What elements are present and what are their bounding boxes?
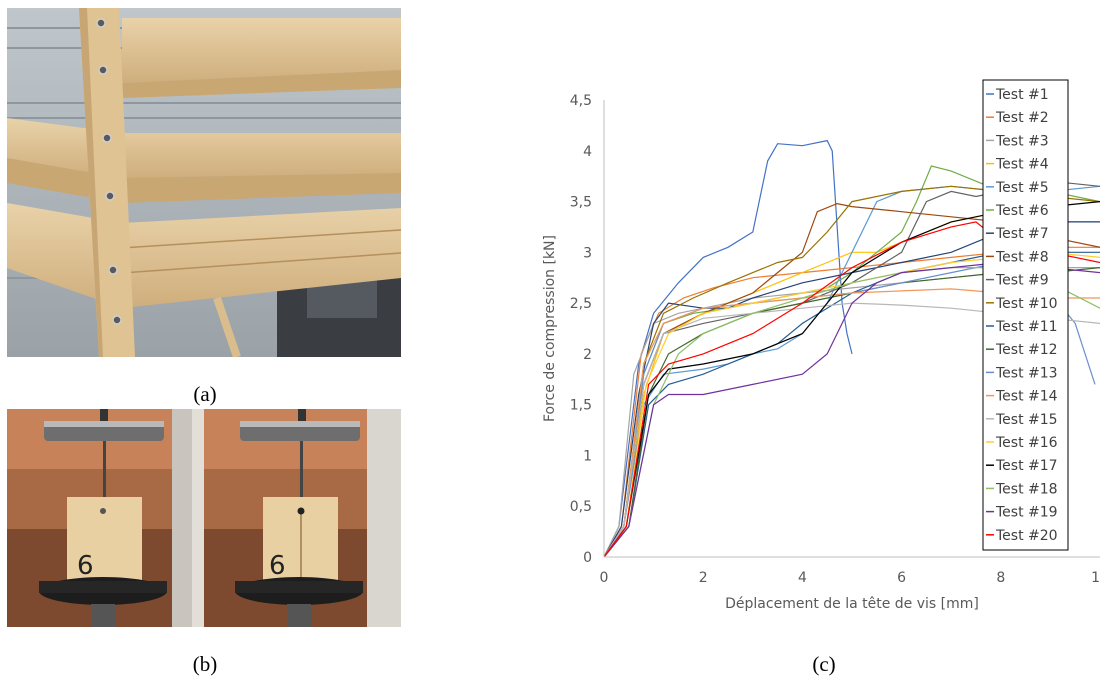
- legend-entry: Test #4: [995, 157, 1049, 173]
- x-tick-label: 2: [699, 570, 708, 586]
- force-displacement-chart: 0 0,5 1 1,5 2 2,5 3 3,5 4 4,5 0 2 4 6 8 10 Force de co…: [542, 79, 1100, 612]
- legend-entry: Test #20: [995, 528, 1058, 544]
- x-tick-label: 6: [897, 570, 906, 586]
- legend-entry: Test #16: [995, 435, 1058, 451]
- legend-box: [982, 79, 1069, 551]
- panel-label-b: (b): [192, 652, 218, 676]
- legend-entry: Test #11: [995, 319, 1058, 335]
- legend-entry: Test #5: [995, 180, 1049, 196]
- legend-entry: Test #2: [995, 110, 1049, 126]
- compression-photo-drawing: 6 6: [7, 409, 401, 627]
- x-axis-label: Déplacement de la tête de vis [mm]: [725, 596, 979, 612]
- y-tick-label: 4: [583, 144, 592, 160]
- y-tick-label: 1: [583, 448, 592, 464]
- series-line-10: [603, 185, 1100, 558]
- chart-legend: Test #1 Test #2 Test #3 Test #4 Test #5 Test …: [982, 79, 1069, 551]
- legend-entry: Test #12: [995, 342, 1058, 358]
- y-tick-label: 2,5: [570, 296, 592, 312]
- legend-entry: Test #3: [995, 133, 1049, 149]
- legend-entry: Test #1: [995, 87, 1049, 103]
- panel-label-c: (c): [812, 652, 836, 676]
- legend-entry: Test #17: [995, 458, 1058, 474]
- legend-entry: Test #14: [995, 389, 1058, 405]
- y-tick-label: 3,5: [570, 195, 592, 211]
- y-tick-label: 3: [583, 245, 592, 261]
- x-tick-label: 10: [1091, 570, 1100, 586]
- y-tick-label: 2: [583, 347, 592, 363]
- legend-entry: Test #8: [995, 249, 1049, 265]
- photo-shelf-structure: [7, 8, 401, 357]
- y-tick-label: 0,5: [570, 499, 592, 515]
- y-axis-label: Force de compression [kN]: [542, 235, 558, 422]
- legend-entry: Test #19: [995, 505, 1058, 521]
- y-tick-label: 1,5: [570, 398, 592, 414]
- specimen-label-left: 6: [77, 551, 94, 581]
- legend-entry: Test #15: [995, 412, 1058, 428]
- y-tick-label: 4,5: [570, 93, 592, 109]
- x-tick-label: 8: [996, 570, 1005, 586]
- legend-entry: Test #7: [995, 226, 1049, 242]
- specimen-label-right: 6: [269, 551, 286, 581]
- panel-label-a: (a): [193, 382, 217, 406]
- y-tick-label: 0: [583, 550, 592, 566]
- legend-entry: Test #9: [995, 273, 1049, 289]
- photo-compression-test: 6 6: [7, 409, 401, 627]
- x-tick-label: 4: [798, 570, 807, 586]
- legend-entry: Test #18: [995, 481, 1058, 497]
- chart-axes: [603, 100, 1100, 558]
- legend-entry: Test #10: [995, 296, 1058, 312]
- legend-entry: Test #6: [995, 203, 1049, 219]
- y-tick-labels: 0 0,5 1 1,5 2 2,5 3 3,5 4 4,5: [570, 93, 592, 566]
- x-tick-labels: 0 2 4 6 8 10: [600, 570, 1100, 586]
- shelf-photo-drawing: [7, 8, 401, 357]
- x-tick-label: 0: [600, 570, 609, 586]
- legend-entry: Test #13: [995, 365, 1058, 381]
- series-line-1: [603, 139, 853, 558]
